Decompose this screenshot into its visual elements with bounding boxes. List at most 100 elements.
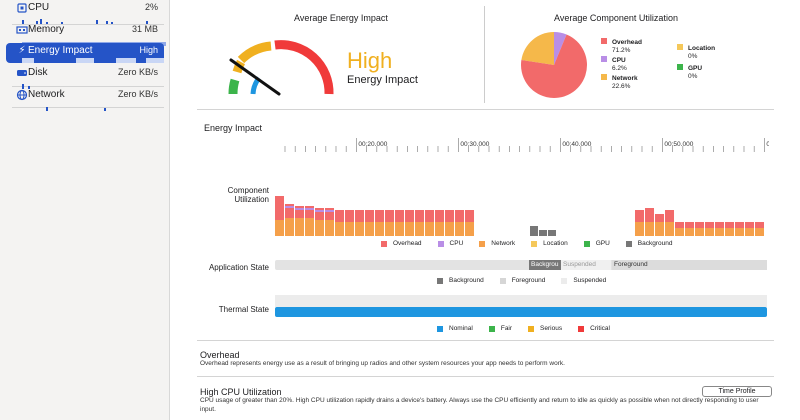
bar-network — [285, 218, 294, 236]
pie-slice-network — [521, 32, 554, 65]
component-legend-cpu: CPU — [437, 240, 463, 247]
pie-slice-cpu — [554, 32, 567, 65]
legend-swatch — [625, 240, 632, 247]
bar-overhead — [425, 210, 434, 222]
bar-overhead — [675, 222, 684, 228]
ruler-tick-label: 00:40.000 — [562, 141, 591, 148]
legend-label: Overhead — [393, 240, 422, 247]
cpu-sparkline — [22, 19, 148, 24]
gauge-row-network[interactable]: Network Zero KB/s — [6, 87, 164, 111]
app-state-legend-background: Background — [437, 277, 484, 284]
ruler-tick-label: 01:00 — [766, 141, 769, 148]
bar-cpu — [285, 206, 294, 208]
bar-network — [665, 222, 674, 236]
bar-overhead — [345, 210, 354, 222]
component-pie-legend: Overhead 71.2% CPU 6.2% Network 22.6% Location… — [601, 38, 721, 98]
section-divider — [197, 109, 774, 110]
application-state-track — [275, 260, 767, 270]
bar-overhead — [665, 210, 674, 222]
legend-swatch — [437, 325, 443, 332]
thermal-state-legend: Nominal Fair Serious Critical — [437, 325, 610, 332]
bar-overhead — [645, 208, 654, 222]
bar-background — [530, 226, 538, 236]
bar-cpu — [295, 208, 304, 210]
section-divider — [197, 376, 774, 377]
component-utilization-chart — [275, 196, 764, 236]
component-legend-network: Network — [479, 240, 515, 247]
gauge-row-cpu[interactable]: CPU 2% — [6, 0, 164, 24]
gauge-value: 2% — [144, 2, 158, 12]
bar-network — [655, 222, 664, 236]
network-sparkline — [46, 107, 106, 111]
bar-overhead — [355, 210, 364, 222]
thermal-state-track — [275, 295, 767, 307]
legend-label: Network — [491, 240, 516, 247]
legend-swatch — [499, 277, 506, 284]
bar-overhead — [695, 222, 704, 228]
thermal-legend-serious: Serious — [528, 325, 562, 332]
bar-overhead — [685, 222, 694, 228]
bar-network — [745, 228, 754, 236]
panel-divider — [484, 6, 485, 103]
bar-network — [305, 218, 314, 236]
bar-overhead — [655, 214, 664, 222]
bar-overhead — [315, 208, 324, 220]
thermal-state-label: Thermal State — [218, 305, 269, 314]
overhead-title: Overhead — [200, 350, 240, 360]
gauge-row-disk[interactable]: Disk Zero KB/s — [6, 65, 164, 89]
bar-overhead — [745, 222, 754, 228]
legend-label: Critical — [590, 325, 610, 332]
bar-network — [375, 222, 384, 236]
time-profile-button[interactable]: Time Profile — [702, 386, 772, 397]
legend-label: Location — [543, 240, 568, 247]
bar-network — [295, 218, 304, 236]
bar-network — [465, 222, 474, 236]
legend-swatch — [583, 240, 590, 247]
gauge-row-memory[interactable]: Memory 31 MB — [6, 22, 166, 46]
app-state-legend-suspended: Suspended — [561, 277, 606, 284]
legend-swatch — [479, 240, 486, 247]
ruler-tick-label: 00:20.000 — [358, 141, 387, 148]
bar-network — [735, 228, 744, 236]
bar-network — [445, 222, 454, 236]
bar-overhead — [285, 204, 294, 218]
thermal-nominal-bar — [275, 307, 767, 317]
pie-legend-location: Location 0% — [677, 44, 715, 61]
average-component-title: Average Component Utilization — [554, 13, 678, 23]
bar-overhead — [755, 222, 764, 228]
thermal-legend-critical: Critical — [578, 325, 610, 332]
component-legend-gpu: GPU — [583, 240, 610, 247]
bar-network — [355, 222, 364, 236]
bar-network — [685, 228, 694, 236]
gauge-row-energy[interactable]: ⚡ Energy Impact High — [6, 43, 164, 63]
bar-overhead — [395, 210, 404, 222]
legend-label: Nominal — [449, 325, 473, 332]
energy-icon: ⚡ — [18, 45, 26, 56]
gauge-value: Zero KB/s — [117, 89, 158, 99]
bar-network — [275, 220, 284, 236]
bar-network — [645, 222, 654, 236]
bar-cpu — [305, 208, 314, 210]
legend-label: Background — [637, 240, 673, 247]
thermal-legend-fair: Fair — [488, 325, 512, 332]
state-suspended: Suspended — [561, 260, 611, 270]
bar-network — [345, 222, 354, 236]
bar-overhead — [295, 206, 304, 218]
bar-network — [455, 222, 464, 236]
bar-overhead — [375, 210, 384, 222]
bar-network — [425, 222, 434, 236]
bar-overhead — [305, 206, 314, 218]
bar-network — [385, 222, 394, 236]
pie-slice-overhead — [521, 34, 587, 98]
energy-level-label: Energy Impact — [347, 74, 418, 86]
bar-cpu — [325, 210, 334, 212]
bar-overhead — [385, 210, 394, 222]
network-icon — [16, 89, 28, 101]
bar-network — [695, 228, 704, 236]
bar-overhead — [725, 222, 734, 228]
memory-icon — [16, 24, 28, 36]
bar-overhead — [705, 222, 714, 228]
pie-legend-gpu: GPU 0% — [677, 64, 702, 81]
bar-overhead — [335, 210, 344, 222]
gauge-name: Memory — [28, 24, 65, 35]
